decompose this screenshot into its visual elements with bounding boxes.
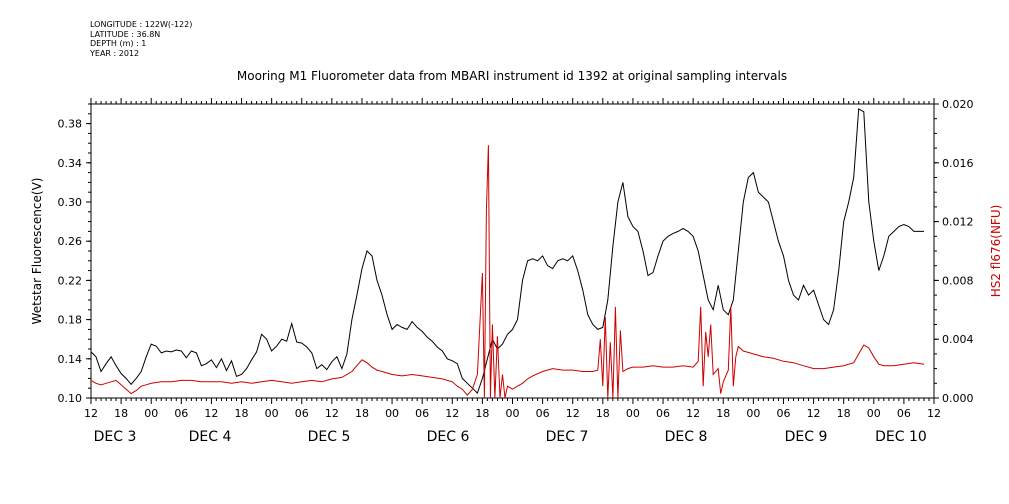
x-tick-label: 06 [656,407,670,420]
hs2-fl676-line [90,145,925,399]
left-tick-label: 0.10 [58,392,83,405]
x-tick-label: 12 [445,407,459,420]
x-tick-label: 00 [746,407,760,420]
day-label: DEC 6 [427,429,470,445]
x-tick-label: 06 [776,407,790,420]
x-tick-label: 06 [295,407,309,420]
series-layer [90,108,925,399]
chart-title: Mooring M1 Fluorometer data from MBARI i… [237,69,787,83]
x-tick-label: 18 [114,407,128,420]
wetstar-fluorescence-line [90,108,924,395]
x-tick-label: 00 [506,407,520,420]
day-label: DEC 5 [308,429,351,445]
left-axis: 0.10 0.14 0.18 0.22 0.26 0.30 0.34 0.38 [58,103,91,405]
right-tick-label: 0.000 [942,392,974,405]
x-tick-label: 06 [897,407,911,420]
right-tick-label: 0.020 [942,98,974,111]
day-label: DEC 8 [665,429,708,445]
left-tick-label: 0.22 [58,274,83,287]
left-tick-label: 0.30 [58,196,83,209]
metadata-year: YEAR : 2012 [90,48,140,58]
day-label: DEC 9 [785,429,828,445]
x-tick-label: 00 [265,407,279,420]
x-tick-label: 18 [235,407,249,420]
day-label: DEC 7 [546,429,589,445]
x-tick-label: 12 [566,407,580,420]
right-tick-label: 0.008 [942,274,974,287]
x-axis: 12 18 00 06 12 18 00 06 12 18 00 06 12 18 00 06 12 18 00 06… [84,98,941,445]
metadata-depth: DEPTH (m) : 1 [90,39,147,48]
x-tick-label: 18 [355,407,369,420]
x-tick-label: 12 [927,407,941,420]
x-tick-label: 18 [475,407,489,420]
plot-frame [90,103,935,399]
x-tick-label: 06 [174,407,188,420]
x-tick-label: 00 [385,407,399,420]
day-label: DEC 10 [875,429,927,445]
left-tick-label: 0.26 [58,235,83,248]
metadata-block: LONGITUDE : 122W(-122) LATITUDE : 36.8N … [90,20,192,58]
left-tick-label: 0.34 [58,157,83,170]
x-tick-label: 12 [84,407,98,420]
left-tick-label: 0.18 [58,314,83,327]
right-tick-label: 0.016 [942,157,974,170]
left-tick-label: 0.14 [58,353,83,366]
left-tick-label: 0.38 [58,118,83,131]
right-tick-label: 0.004 [942,333,974,346]
x-tick-label: 06 [536,407,550,420]
x-tick-label: 00 [867,407,881,420]
x-tick-label: 12 [204,407,218,420]
right-axis: 0.000 0.004 0.008 0.012 0.016 0.020 [934,98,974,405]
metadata-latitude: LATITUDE : 36.8N [90,29,161,39]
x-tick-label: 18 [596,407,610,420]
x-tick-label: 06 [415,407,429,420]
right-tick-label: 0.012 [942,216,974,229]
x-tick-label: 00 [144,407,158,420]
x-tick-label: 12 [807,407,821,420]
right-axis-title: HS2 fl676(NFU) [989,205,1003,298]
x-tick-label: 18 [837,407,851,420]
x-tick-label: 00 [626,407,640,420]
left-axis-title: Wetstar Fluorescence(V) [30,178,44,325]
x-tick-label: 12 [686,407,700,420]
x-tick-label: 12 [325,407,339,420]
x-tick-label: 18 [716,407,730,420]
day-label: DEC 3 [94,429,137,445]
day-label: DEC 4 [189,429,232,445]
metadata-longitude: LONGITUDE : 122W(-122) [90,20,193,29]
